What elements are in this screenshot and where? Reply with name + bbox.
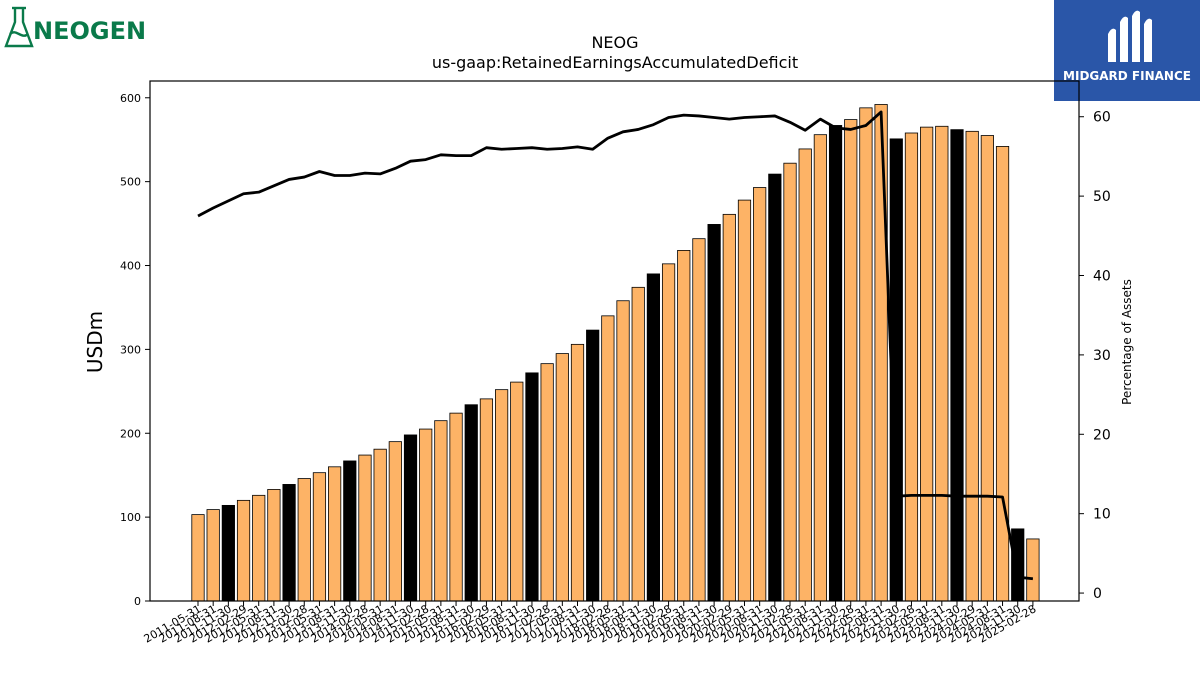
bar-2014-08-31 [388, 441, 402, 602]
bar-2022-02-28 [844, 119, 858, 602]
bar-2014-05-31 [373, 448, 387, 602]
chart-title: NEOG [591, 33, 638, 52]
y-tick-label-400: 400 [120, 260, 141, 273]
bar-2011-11-30 [221, 504, 235, 602]
chart-subtitle: us-gaap:RetainedEarningsAccumulatedDefic… [432, 53, 798, 72]
bar-2021-05-31 [798, 148, 812, 602]
y-tick-label-200: 200 [120, 427, 141, 440]
bar-2024-02-29 [965, 130, 979, 602]
bar-2011-05-31 [191, 514, 205, 602]
percentage-of-assets-line [197, 110, 1034, 581]
bar-2012-08-31 [267, 489, 281, 602]
y-axis-label: USDm [83, 311, 107, 373]
bar-2015-08-31 [449, 412, 463, 602]
bar-2018-05-31 [616, 300, 630, 602]
midgard-wordmark: MIDGARD FINANCE [1063, 69, 1191, 83]
bar-2014-11-30 [403, 434, 418, 602]
y2-axis-label: Percentage of Assets [1120, 279, 1134, 405]
bar-2023-11-30 [950, 129, 964, 602]
midgard-finance-logo: MIDGARD FINANCE [1054, 0, 1200, 101]
y-tick-label-600: 600 [120, 92, 141, 105]
bar-2025-02-28 [1026, 538, 1040, 602]
bar-2014-02-28 [358, 454, 372, 602]
bar-2021-11-30 [828, 125, 843, 602]
bar-2019-08-31 [692, 238, 706, 602]
bar-2012-05-31 [252, 494, 266, 602]
bar-2024-11-30 [1011, 528, 1025, 602]
bar-2020-11-30 [768, 173, 782, 602]
bar-2015-02-28 [419, 428, 433, 602]
bar-2016-08-31 [510, 381, 524, 602]
neogen-wordmark: NEOGEN [33, 17, 146, 45]
midgard-emblem-icon [1108, 10, 1152, 63]
bar-2012-02-29 [236, 499, 251, 602]
y-tick-label-0: 0 [134, 595, 141, 608]
y-tick-label-100: 100 [120, 511, 141, 524]
bar-2023-05-31 [920, 126, 934, 602]
bar-2019-02-28 [661, 263, 676, 602]
axes-group: 010020030040050060001020304050602011-05-… [120, 80, 1111, 646]
line-layer [197, 110, 1034, 581]
y2-tick-label-0: 0 [1093, 586, 1102, 602]
bar-2016-05-31 [494, 389, 509, 602]
bar-2011-08-31 [206, 509, 220, 602]
y2-tick-label-50: 50 [1093, 189, 1111, 205]
bar-2015-05-31 [434, 420, 448, 602]
y2-tick-label-40: 40 [1093, 269, 1111, 285]
bar-2013-05-31 [312, 472, 327, 602]
bar-2016-11-30 [525, 372, 539, 602]
bar-2024-08-31 [995, 146, 1010, 602]
bar-2021-08-31 [813, 134, 827, 602]
y-tick-label-300: 300 [120, 343, 141, 356]
plot-frame [149, 80, 1080, 602]
bar-2020-08-31 [753, 187, 767, 602]
bar-2018-02-28 [601, 315, 615, 602]
bar-2013-08-31 [328, 466, 342, 602]
bar-2020-02-29 [722, 213, 736, 602]
bar-2018-11-30 [646, 273, 661, 602]
bar-2012-11-30 [282, 484, 296, 602]
bar-2018-08-31 [631, 286, 645, 602]
bar-2017-02-28 [540, 363, 554, 602]
neogen-logo: NEOGEN [4, 4, 154, 54]
bar-2019-11-30 [707, 224, 721, 602]
bar-2017-11-30 [586, 329, 600, 602]
bar-2021-02-28 [783, 162, 797, 602]
bar-2017-08-31 [570, 343, 585, 602]
bars-group [191, 104, 1040, 602]
bar-2024-05-31 [980, 135, 994, 602]
bar-2023-08-31 [935, 125, 949, 602]
bar-2013-11-30 [343, 460, 357, 602]
bar-2017-05-31 [555, 353, 569, 602]
bar-2015-11-30 [464, 404, 478, 602]
bar-2013-02-28 [297, 478, 311, 602]
bar-2016-02-29 [479, 398, 494, 602]
bar-2022-05-31 [859, 107, 873, 602]
bar-2020-05-31 [737, 199, 752, 602]
bar-2023-02-28 [904, 132, 919, 602]
bar-2019-05-31 [677, 250, 691, 602]
y-tick-label-500: 500 [120, 176, 141, 189]
y2-tick-label-10: 10 [1093, 507, 1111, 523]
y2-tick-label-20: 20 [1093, 427, 1111, 443]
y2-tick-label-30: 30 [1093, 348, 1111, 364]
neogen-flask-icon: NEOGEN [4, 6, 146, 48]
y2-tick-label-60: 60 [1093, 110, 1111, 126]
bar-2022-08-31 [874, 104, 888, 602]
